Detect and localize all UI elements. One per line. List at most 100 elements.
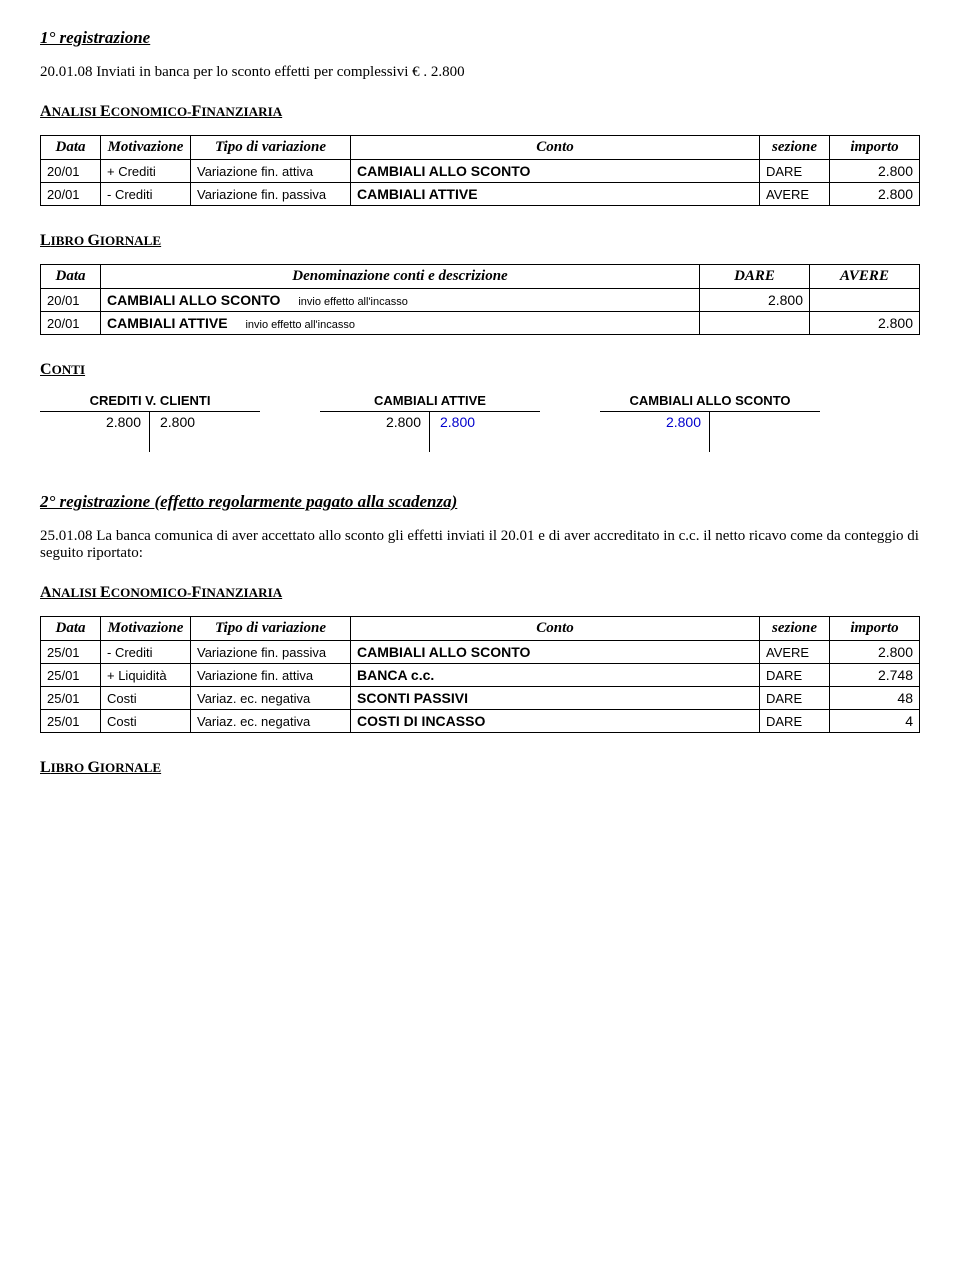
th-importo: importo bbox=[830, 136, 920, 160]
table-row: 20/01- CreditiVariazione fin. passivaCAM… bbox=[41, 183, 920, 206]
th-avere: AVERE bbox=[810, 265, 920, 289]
conti-heading: CONTI bbox=[40, 361, 920, 379]
registration-1-intro: 20.01.08 Inviati in banca per lo sconto … bbox=[40, 64, 920, 81]
th-sezione: sezione bbox=[760, 136, 830, 160]
cell-importo: 4 bbox=[830, 710, 920, 733]
cell-denom-sub: invio effetto all'incasso bbox=[284, 296, 408, 308]
th-sezione: sezione bbox=[760, 617, 830, 641]
cell-dare bbox=[700, 312, 810, 335]
t-account-debit: 2.800 bbox=[600, 412, 710, 452]
cell-conto: CAMBIALI ALLO SCONTO bbox=[351, 160, 760, 183]
table-row: 20/01CAMBIALI ATTIVE invio effetto all'i… bbox=[41, 312, 920, 335]
th-data: Data bbox=[41, 617, 101, 641]
table-header-row: Data Motivazione Tipo di variazione Cont… bbox=[41, 617, 920, 641]
registration-1-title: 1° registrazione bbox=[40, 28, 920, 48]
cell-tipo: Variazione fin. passiva bbox=[191, 641, 351, 664]
table-row: 25/01CostiVariaz. ec. negativaCOSTI DI I… bbox=[41, 710, 920, 733]
cell-motivazione: - Crediti bbox=[101, 183, 191, 206]
cell-denom: CAMBIALI ATTIVE invio effetto all'incass… bbox=[101, 312, 700, 335]
table-row: 25/01+ LiquiditàVariazione fin. attivaBA… bbox=[41, 664, 920, 687]
t-account-debit: 2.800 bbox=[40, 412, 150, 452]
analisi-heading-2: ANALISI ECONOMICO-FINANZIARIA bbox=[40, 584, 920, 602]
cell-dare: 2.800 bbox=[700, 289, 810, 312]
cell-conto: SCONTI PASSIVI bbox=[351, 687, 760, 710]
cell-data: 25/01 bbox=[41, 687, 101, 710]
cell-denom: CAMBIALI ALLO SCONTO invio effetto all'i… bbox=[101, 289, 700, 312]
registration-2-title: 2° registrazione (effetto regolarmente p… bbox=[40, 492, 920, 512]
th-importo: importo bbox=[830, 617, 920, 641]
analisi-table-1: Data Motivazione Tipo di variazione Cont… bbox=[40, 135, 920, 206]
t-account-body: 2.800 bbox=[600, 411, 820, 452]
registration-2-intro: 25.01.08 La banca comunica di aver accet… bbox=[40, 528, 920, 562]
cell-tipo: Variaz. ec. negativa bbox=[191, 710, 351, 733]
th-motivazione: Motivazione bbox=[101, 617, 191, 641]
cell-importo: 2.800 bbox=[830, 641, 920, 664]
cell-motivazione: - Crediti bbox=[101, 641, 191, 664]
cell-data: 20/01 bbox=[41, 183, 101, 206]
cell-tipo: Variazione fin. attiva bbox=[191, 664, 351, 687]
t-account-body: 2.8002.800 bbox=[40, 411, 260, 452]
cell-data: 25/01 bbox=[41, 641, 101, 664]
cell-tipo: Variaz. ec. negativa bbox=[191, 687, 351, 710]
cell-sezione: DARE bbox=[760, 160, 830, 183]
cell-tipo: Variazione fin. passiva bbox=[191, 183, 351, 206]
t-accounts-row: CREDITI V. CLIENTI2.8002.800CAMBIALI ATT… bbox=[40, 393, 920, 452]
cell-sezione: DARE bbox=[760, 687, 830, 710]
cell-data: 20/01 bbox=[41, 289, 101, 312]
th-data: Data bbox=[41, 136, 101, 160]
table-header-row: Data Motivazione Tipo di variazione Cont… bbox=[41, 136, 920, 160]
cell-avere: 2.800 bbox=[810, 312, 920, 335]
th-dare: DARE bbox=[700, 265, 810, 289]
t-account-title: CAMBIALI ATTIVE bbox=[320, 393, 540, 411]
cell-sezione: DARE bbox=[760, 710, 830, 733]
table-row: 25/01CostiVariaz. ec. negativaSCONTI PAS… bbox=[41, 687, 920, 710]
libro-heading-1: LIBRO GIORNALE bbox=[40, 232, 920, 250]
th-conto: Conto bbox=[351, 617, 760, 641]
t-account-credit: 2.800 bbox=[150, 412, 260, 452]
cell-data: 25/01 bbox=[41, 664, 101, 687]
table-row: 25/01- CreditiVariazione fin. passivaCAM… bbox=[41, 641, 920, 664]
libro-table-1: Data Denominazione conti e descrizione D… bbox=[40, 264, 920, 335]
analisi-table-2: Data Motivazione Tipo di variazione Cont… bbox=[40, 616, 920, 733]
cell-importo: 48 bbox=[830, 687, 920, 710]
th-tipo: Tipo di variazione bbox=[191, 136, 351, 160]
cell-avere bbox=[810, 289, 920, 312]
th-conto: Conto bbox=[351, 136, 760, 160]
t-account-credit bbox=[710, 412, 820, 452]
t-account: CREDITI V. CLIENTI2.8002.800 bbox=[40, 393, 260, 452]
t-account: CAMBIALI ALLO SCONTO2.800 bbox=[600, 393, 820, 452]
cell-importo: 2.800 bbox=[830, 183, 920, 206]
cell-importo: 2.800 bbox=[830, 160, 920, 183]
cell-motivazione: Costi bbox=[101, 687, 191, 710]
cell-tipo: Variazione fin. attiva bbox=[191, 160, 351, 183]
table-row: 20/01CAMBIALI ALLO SCONTO invio effetto … bbox=[41, 289, 920, 312]
cell-conto: CAMBIALI ATTIVE bbox=[351, 183, 760, 206]
cell-denom-sub: invio effetto all'incasso bbox=[231, 319, 355, 331]
t-account-debit: 2.800 bbox=[320, 412, 430, 452]
t-account-credit: 2.800 bbox=[430, 412, 540, 452]
cell-conto: BANCA c.c. bbox=[351, 664, 760, 687]
cell-data: 25/01 bbox=[41, 710, 101, 733]
th-motivazione: Motivazione bbox=[101, 136, 191, 160]
cell-sezione: DARE bbox=[760, 664, 830, 687]
cell-sezione: AVERE bbox=[760, 183, 830, 206]
analisi-heading: ANALISI ECONOMICO-FINANZIARIA bbox=[40, 103, 920, 121]
libro-heading-2: LIBRO GIORNALE bbox=[40, 759, 920, 777]
cell-importo: 2.748 bbox=[830, 664, 920, 687]
th-data: Data bbox=[41, 265, 101, 289]
t-account: CAMBIALI ATTIVE2.8002.800 bbox=[320, 393, 540, 452]
t-account-body: 2.8002.800 bbox=[320, 411, 540, 452]
table-header-row: Data Denominazione conti e descrizione D… bbox=[41, 265, 920, 289]
cell-motivazione: + Crediti bbox=[101, 160, 191, 183]
th-denom: Denominazione conti e descrizione bbox=[101, 265, 700, 289]
cell-motivazione: + Liquidità bbox=[101, 664, 191, 687]
t-account-title: CREDITI V. CLIENTI bbox=[40, 393, 260, 411]
cell-conto: CAMBIALI ALLO SCONTO bbox=[351, 641, 760, 664]
cell-motivazione: Costi bbox=[101, 710, 191, 733]
cell-data: 20/01 bbox=[41, 312, 101, 335]
th-tipo: Tipo di variazione bbox=[191, 617, 351, 641]
cell-data: 20/01 bbox=[41, 160, 101, 183]
cell-conto: COSTI DI INCASSO bbox=[351, 710, 760, 733]
cell-sezione: AVERE bbox=[760, 641, 830, 664]
table-row: 20/01+ CreditiVariazione fin. attivaCAMB… bbox=[41, 160, 920, 183]
